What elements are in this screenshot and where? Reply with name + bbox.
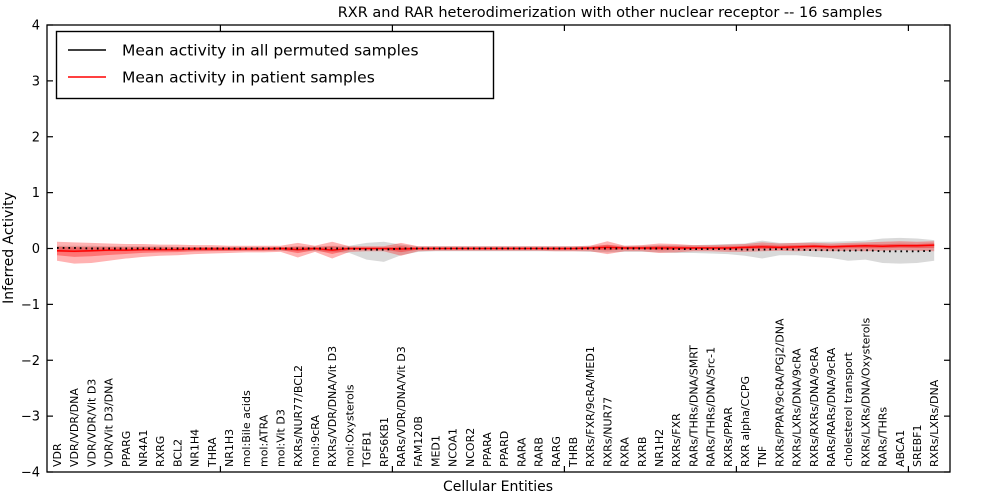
x-category-label: FAM120B bbox=[412, 416, 425, 467]
x-category-label: MED1 bbox=[429, 435, 442, 467]
x-category-label: RXRG bbox=[154, 436, 167, 467]
x-category-label: ABCA1 bbox=[894, 430, 907, 467]
x-category-label: TNF bbox=[756, 446, 769, 468]
x-category-label: NR4A1 bbox=[137, 430, 150, 467]
axis-ticks bbox=[47, 24, 950, 473]
x-category-label: RXRs/RXRs/DNA/9cRA bbox=[808, 346, 821, 467]
x-category-label: RXRs/LXRs/DNA/9cRA bbox=[791, 348, 804, 467]
x-category-label: RXRB bbox=[636, 437, 649, 467]
y-tick-label: −3 bbox=[21, 410, 40, 425]
y-tick-labels: 4 3 2 1 0 −1 −2 −3 −4 bbox=[21, 19, 40, 481]
y-tick-label: 0 bbox=[32, 242, 40, 257]
x-category-label: mol:ATRA bbox=[257, 414, 270, 467]
x-category-label: RXRs/FXR bbox=[670, 413, 683, 467]
patient-mean-line bbox=[56, 244, 935, 253]
x-category-label: RARB bbox=[533, 437, 546, 467]
patient-band bbox=[57, 241, 935, 264]
legend-label-patient: Mean activity in patient samples bbox=[122, 69, 375, 87]
x-category-label: RARs/THRs/DNA/Src-1 bbox=[705, 347, 718, 467]
patient-band-core bbox=[57, 243, 935, 257]
y-tick-label: 4 bbox=[32, 19, 40, 34]
x-category-label: VDR bbox=[51, 443, 64, 467]
x-category-label: RARG bbox=[550, 436, 563, 467]
mean-lines bbox=[56, 244, 935, 253]
confidence-bands bbox=[57, 237, 935, 264]
x-category-label: mol:Vit D3 bbox=[275, 409, 288, 467]
x-category-label: RXRs/NUR77 bbox=[601, 397, 614, 467]
x-category-label: RPS6KB1 bbox=[378, 417, 391, 467]
x-category-label: RXRs/VDR/DNA/Vit D3 bbox=[326, 346, 339, 467]
legend-label-permuted: Mean activity in all permuted samples bbox=[122, 42, 419, 60]
x-category-label: NCOR2 bbox=[464, 428, 477, 467]
x-category-label: PPARG bbox=[120, 431, 133, 467]
x-category-label: NR1H2 bbox=[653, 429, 666, 467]
x-category-label: RXRs/NUR77/BCL2 bbox=[292, 365, 305, 467]
x-category-label: NR1H3 bbox=[223, 429, 236, 467]
x-category-label: RXRA bbox=[619, 437, 632, 467]
x-category-label: RARA bbox=[515, 437, 528, 467]
x-category-label: RXRs/PPAR/9cRA/PGJ2/DNA bbox=[773, 318, 786, 467]
x-category-label: THRB bbox=[567, 437, 580, 468]
x-axis-label: Cellular Entities bbox=[443, 479, 553, 495]
legend: Mean activity in all permuted samples Me… bbox=[55, 30, 495, 100]
x-category-label: PPARA bbox=[481, 432, 494, 467]
y-tick-label: −1 bbox=[21, 298, 40, 313]
x-category-label: RXR alpha/CCPG bbox=[739, 376, 752, 467]
legend-box bbox=[55, 30, 495, 100]
y-tick-label: 2 bbox=[32, 130, 40, 145]
x-category-label: cholesterol transport bbox=[842, 352, 855, 467]
x-category-label: VDR/Vit D3/DNA bbox=[103, 378, 116, 467]
y-tick-label: −4 bbox=[21, 466, 40, 481]
permuted-band bbox=[57, 237, 935, 264]
x-category-label: TGFB1 bbox=[361, 431, 374, 468]
permuted-mean-line bbox=[57, 246, 935, 253]
x-category-label: RARs/THRs/DNA/SMRT bbox=[687, 345, 700, 467]
x-category-label: BCL2 bbox=[171, 439, 184, 467]
x-category-label: RARs/VDR/DNA/Vit D3 bbox=[395, 346, 408, 467]
x-category-label: PPARD bbox=[498, 431, 511, 467]
chart-title: RXR and RAR heterodimerization with othe… bbox=[338, 5, 883, 21]
y-tick-label: 3 bbox=[32, 74, 40, 89]
x-category-label: NR1H4 bbox=[189, 429, 202, 467]
y-tick-label: 1 bbox=[32, 186, 40, 201]
x-category-label: VDR/VDR/Vit D3 bbox=[85, 379, 98, 467]
x-category-label: RXRs/LXRs/DNA/Oxysterols bbox=[859, 318, 872, 467]
x-category-label: RXRs/FXR/9cRA/MED1 bbox=[584, 346, 597, 467]
x-category-label: mol:Bile acids bbox=[240, 390, 253, 467]
y-tick-label: −2 bbox=[21, 354, 40, 369]
y-axis-label: Inferred Activity bbox=[1, 192, 17, 304]
x-category-label: mol:9cRA bbox=[309, 415, 322, 467]
x-category-label: RXRs/PPAR bbox=[722, 407, 735, 467]
x-category-label: NCOA1 bbox=[447, 428, 460, 467]
x-category-labels: VDR VDR/VDR/DNA VDR/VDR/Vit D3 VDR/Vit D3/D… bbox=[51, 318, 941, 468]
x-category-label: RARs/RARs/DNA/9cRA bbox=[825, 347, 838, 467]
x-category-label: VDR/VDR/DNA bbox=[68, 388, 81, 467]
x-category-label: SREBF1 bbox=[911, 425, 924, 467]
x-category-label: RARs/THRs bbox=[877, 407, 890, 467]
x-category-label: mol:Oxysterols bbox=[343, 384, 356, 467]
x-category-label: THRA bbox=[206, 437, 219, 468]
x-category-label: RXRs/LXRs/DNA bbox=[928, 379, 941, 467]
